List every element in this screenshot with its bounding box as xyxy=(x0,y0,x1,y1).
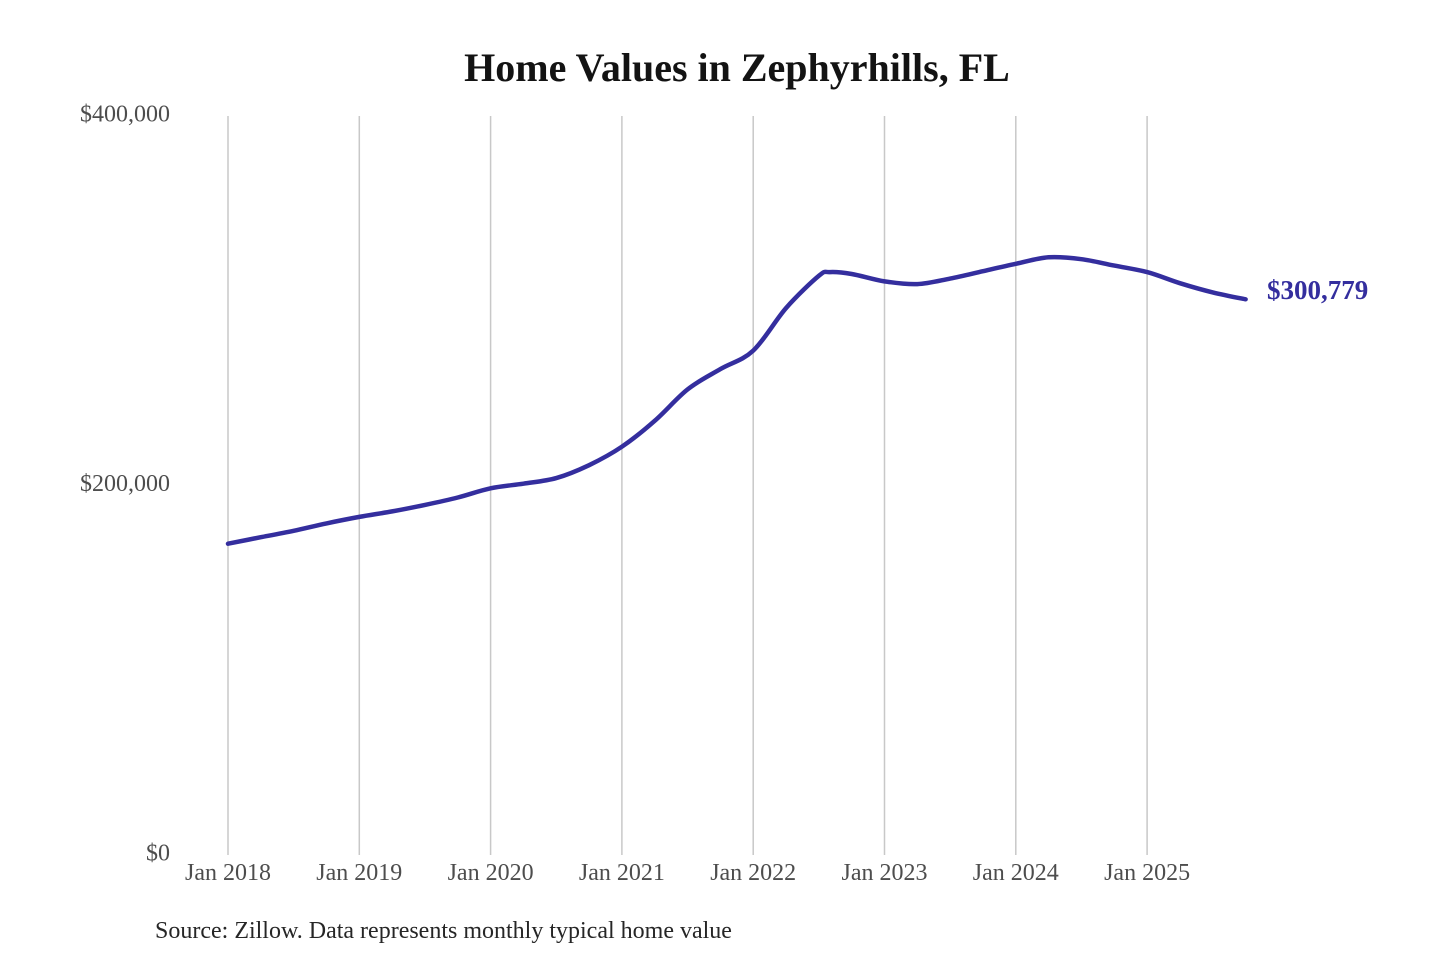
x-tick-label: Jan 2025 xyxy=(1104,860,1190,886)
x-tick-label: Jan 2022 xyxy=(710,860,796,886)
y-tick-label-2: $400,000 xyxy=(80,102,170,128)
x-tick-labels-group: Jan 2018 Jan 2019 Jan 2020 Jan 2021 Jan 2022… xyxy=(185,860,1190,886)
current-value-label: $300,779 xyxy=(1267,275,1368,305)
y-tick-label-0: $0 xyxy=(146,841,170,867)
x-tick-label: Jan 2024 xyxy=(973,860,1059,886)
x-tick-label: Jan 2018 xyxy=(185,860,271,886)
home-value-line xyxy=(225,254,1248,546)
y-tick-label-1: $200,000 xyxy=(80,471,170,497)
x-tick-label: Jan 2019 xyxy=(316,860,402,886)
source-note: Source: Zillow. Data represents monthly … xyxy=(155,918,732,944)
gridlines-group xyxy=(227,116,1148,855)
chart-title: Home Values in Zephyrhills, FL xyxy=(464,45,1010,90)
x-tick-label: Jan 2020 xyxy=(448,860,534,886)
x-tick-label: Jan 2023 xyxy=(842,860,928,886)
x-tick-label: Jan 2021 xyxy=(579,860,665,886)
